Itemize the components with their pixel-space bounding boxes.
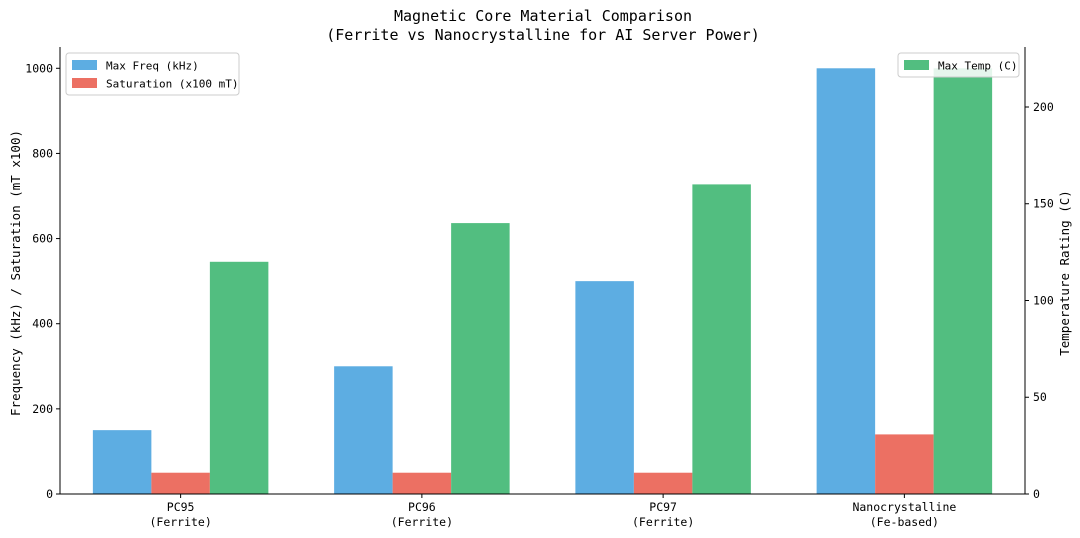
legend-left-label-0: Max Freq (kHz) [106, 60, 199, 73]
legend-left-box [65, 52, 240, 96]
x-tick-sublabel-0: (Ferrite) [149, 515, 211, 529]
bar-1-2 [633, 472, 693, 494]
y-axis-label: Frequency (kHz) / Saturation (mT x100) [8, 130, 23, 416]
bar-2-2 [692, 184, 751, 494]
y2-tick-label-4: 200 [1033, 100, 1054, 114]
legend-right-label-0: Max Temp (C) [938, 60, 1017, 73]
chart-subtitle: (Ferrite vs Nanocrystalline for AI Serve… [326, 26, 759, 44]
y-tick-label-1: 200 [32, 402, 53, 416]
legend-right-swatch-0 [904, 60, 929, 70]
y-tick-label-4: 800 [32, 146, 53, 160]
bar-0-3 [816, 68, 876, 495]
y2-tick-label-2: 100 [1033, 293, 1054, 307]
x-tick-sublabel-2: (Ferrite) [632, 515, 694, 529]
y-tick-label-0: 0 [46, 487, 53, 501]
legend-left-swatch-0 [72, 60, 97, 70]
x-tick-label-0: PC95 [167, 500, 195, 514]
bar-2-3 [933, 68, 993, 495]
y2-tick-label-0: 0 [1033, 487, 1040, 501]
x-tick-label-1: PC96 [408, 500, 436, 514]
chart-title: Magnetic Core Material Comparison [394, 7, 692, 25]
x-tick-sublabel-1: (Ferrite) [391, 515, 453, 529]
legend-left-label-1: Saturation (x100 mT) [106, 78, 238, 91]
bar-0-2 [575, 281, 634, 494]
legend-left-swatch-1 [72, 78, 97, 88]
y-tick-label-3: 600 [32, 232, 53, 246]
bar-1-1 [392, 472, 452, 494]
y2-tick-label-3: 150 [1033, 197, 1054, 211]
bar-0-1 [334, 366, 393, 494]
bar-1-3 [875, 434, 934, 494]
legend-right-box [897, 52, 1020, 78]
x-tick-label-3: Nanocrystalline [852, 500, 956, 514]
x-tick-sublabel-3: (Fe-based) [870, 515, 939, 529]
y-tick-label-5: 1000 [25, 61, 53, 75]
y-tick-label-2: 400 [32, 317, 53, 331]
bar-1-0 [151, 472, 210, 494]
bar-0-0 [92, 430, 152, 494]
y2-axis-label: Temperature Rating (C) [1057, 190, 1072, 356]
plot-area: PC95(Ferrite)PC96(Ferrite)PC97(Ferrite)N… [25, 47, 1054, 529]
x-tick-label-2: PC97 [649, 500, 677, 514]
y2-tick-label-1: 50 [1033, 390, 1047, 404]
bar-2-1 [451, 223, 510, 494]
bar-2-0 [209, 261, 269, 494]
